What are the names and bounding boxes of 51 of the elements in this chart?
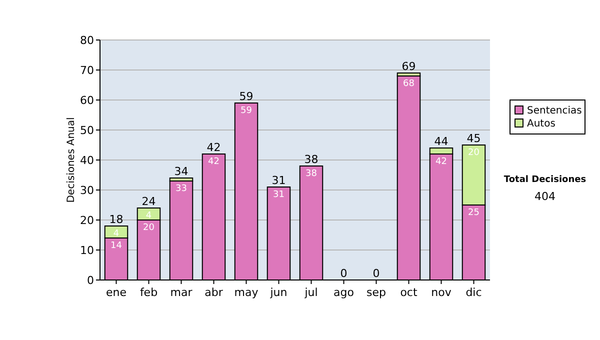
data-label: 59 — [240, 106, 252, 116]
total-label: 44 — [434, 135, 448, 148]
total-label: 24 — [142, 195, 156, 208]
y-tick-label: 0 — [87, 274, 94, 287]
x-tick-label: abr — [204, 286, 224, 299]
y-tick-label: 60 — [80, 94, 94, 107]
data-label: 4 — [146, 211, 152, 221]
x-tick-label: jun — [269, 286, 288, 299]
total-label: 31 — [272, 174, 286, 187]
x-tick-label: sep — [366, 286, 386, 299]
x-tick-label: feb — [140, 286, 158, 299]
total-label: 38 — [304, 153, 318, 166]
y-tick-label: 80 — [80, 34, 94, 47]
data-label: 38 — [306, 169, 318, 179]
legend-label: Autos — [527, 118, 556, 130]
data-label: 20 — [468, 148, 480, 158]
total-label: 69 — [402, 60, 416, 73]
y-tick-label: 40 — [80, 154, 94, 167]
x-tick-label: ago — [334, 286, 354, 299]
x-tick-label: nov — [431, 286, 452, 299]
total-label: 0 — [372, 267, 380, 280]
data-label: 14 — [110, 241, 122, 251]
data-label: 42 — [208, 157, 220, 167]
total-label: 18 — [109, 213, 124, 226]
text: 404 — [534, 190, 556, 203]
y-tick-label: 20 — [80, 214, 94, 227]
data-label: 25 — [468, 208, 480, 218]
data-label: 20 — [143, 223, 155, 233]
x-tick-label: ene — [106, 286, 127, 299]
total-label: 34 — [174, 165, 188, 178]
y-tick-label: 10 — [80, 244, 94, 257]
y-tick-label: 30 — [80, 184, 94, 197]
x-tick-label: dic — [466, 286, 482, 299]
x-tick-label: jul — [304, 286, 318, 299]
total-label: 42 — [206, 141, 221, 154]
x-tick-label: mar — [170, 286, 193, 299]
data-label: 33 — [176, 184, 187, 194]
x-tick-label: may — [234, 286, 259, 299]
data-label: 4 — [113, 229, 120, 239]
y-tick-label: 70 — [80, 64, 94, 77]
data-label: 68 — [403, 79, 415, 89]
data-label: 31 — [273, 190, 284, 200]
legend-label: Sentencias — [527, 106, 582, 116]
x-tick-label: oct — [400, 286, 418, 299]
total-label: 0 — [340, 267, 348, 280]
y-axis-title: Decisiones Anual — [66, 117, 77, 203]
data-label: 42 — [436, 157, 447, 167]
total-label: 45 — [466, 132, 481, 145]
text: Total Decisiones — [504, 175, 586, 185]
total-label: 59 — [239, 90, 254, 103]
y-tick-label: 50 — [80, 124, 94, 137]
